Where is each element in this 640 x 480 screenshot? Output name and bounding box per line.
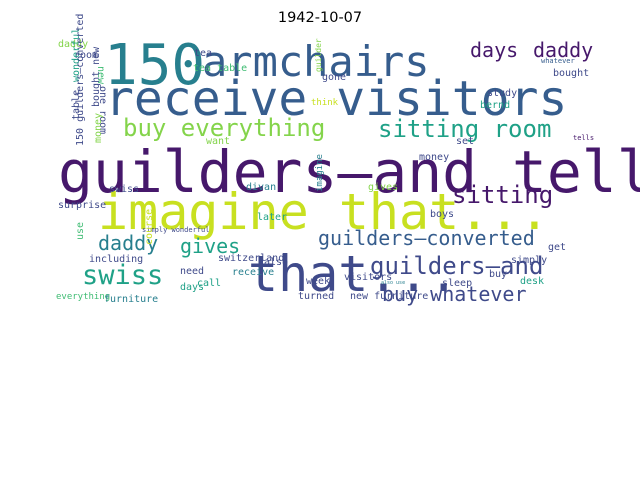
cloud-word: buy everything [123, 114, 325, 142]
cloud-word: use [75, 222, 86, 240]
figure-title: 1942-10-07 [277, 10, 363, 26]
cloud-word: daddy [533, 38, 593, 62]
cloud-word: also use [381, 280, 405, 286]
cloud-word: receive visitors [105, 71, 567, 127]
cloud-word: tea [194, 48, 212, 59]
cloud-word: boys [430, 209, 454, 220]
cloud-word: sitting room [378, 115, 551, 143]
cloud-word: wonderful [71, 28, 82, 82]
cloud-word: receive [232, 267, 274, 278]
cloud-word: table [71, 90, 82, 120]
cloud-word: sleep [442, 278, 472, 289]
cloud-word: swiss [82, 260, 163, 291]
cloud-word: desk [520, 276, 544, 287]
cloud-word: get [548, 242, 566, 253]
cloud-word: need [180, 266, 204, 277]
cloud-word: everything [56, 292, 110, 302]
cloud-word: tells [573, 134, 594, 142]
cloud-word: imagine [315, 154, 325, 192]
cloud-word: simply wonderful [142, 226, 209, 234]
cloud-word: daddy [58, 39, 88, 50]
cloud-word: imagine that... [98, 183, 550, 241]
cloud-word: bought new [91, 46, 102, 107]
cloud-word: money [93, 113, 104, 143]
cloud-word: room [74, 50, 98, 61]
cloud-word: bernd [480, 100, 510, 111]
cloud-word: including [89, 254, 143, 265]
cloud-word: one room [97, 86, 108, 134]
cloud-word: new [95, 66, 106, 85]
cloud-word: gone [322, 72, 346, 83]
cloud-word: simply [511, 255, 547, 266]
cloud-word: new furniture [350, 291, 428, 302]
cloud-word: switzerland [218, 253, 284, 264]
cloud-word: guilder [314, 38, 323, 72]
cloud-word: money [419, 152, 449, 163]
cloud-word: later [257, 212, 287, 223]
cloud-word: days [180, 282, 204, 293]
cloud-word: tea table [193, 63, 247, 74]
cloud-word: that... [248, 245, 459, 303]
cloud-word: furniture [104, 294, 158, 305]
cloud-word: 150 [104, 33, 205, 98]
cloud-word: buy whatever [382, 282, 527, 306]
cloud-word: want [206, 136, 230, 147]
cloud-word: buy [489, 269, 507, 280]
cloud-word: also [264, 257, 288, 268]
cloud-word: guilders—and [370, 252, 543, 280]
cloud-word: armchairs [202, 37, 430, 86]
cloud-word: guilders—converted [318, 226, 535, 250]
cloud-word: week [306, 276, 330, 287]
cloud-word: set [456, 136, 474, 147]
cloud-word: course [144, 209, 155, 245]
cloud-word: surprise [58, 200, 106, 211]
cloud-word: study [487, 88, 517, 99]
cloud-word: gives [368, 182, 398, 193]
cloud-word: daddy [98, 231, 158, 255]
cloud-word: divan [246, 182, 276, 193]
cloud-word: guilders—and tells [58, 138, 640, 206]
cloud-word: gives [180, 234, 240, 258]
cloud-word: visitors [344, 272, 392, 283]
cloud-word: sitting [452, 181, 553, 209]
cloud-word: think [311, 98, 339, 108]
cloud-word: 150 guilders—converted [75, 14, 86, 146]
cloud-word: swiss [109, 184, 139, 195]
cloud-word: bought [553, 68, 589, 79]
cloud-word: days [470, 38, 518, 62]
cloud-word: call [197, 278, 221, 289]
cloud-word: turned [298, 291, 334, 302]
cloud-word: whatever [541, 57, 575, 65]
